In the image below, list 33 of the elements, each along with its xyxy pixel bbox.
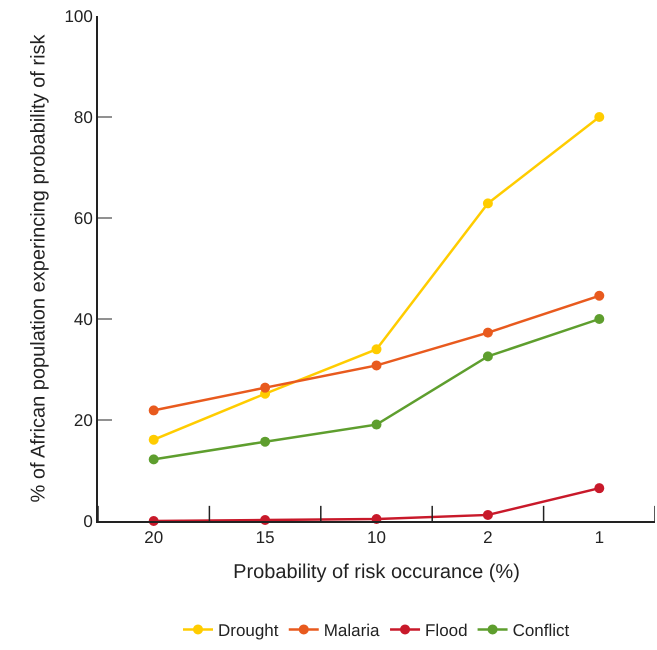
point: [594, 290, 604, 301]
y-axis-title: % of African population experincing probability of risk: [27, 33, 50, 503]
point: [260, 436, 270, 447]
legend-label: Flood: [425, 621, 468, 640]
y-tick-label: 60: [74, 208, 93, 228]
legend-label: Drought: [218, 621, 279, 640]
point: [482, 510, 493, 520]
x-tick-label: 2: [483, 528, 493, 548]
x-axis-title: Probability of risk occurance (%): [233, 561, 520, 584]
point: [594, 483, 604, 494]
point: [482, 328, 493, 338]
y-tick-label: 40: [74, 310, 93, 329]
x-tick-label: 10: [367, 528, 386, 548]
point: [372, 344, 382, 354]
legend-label: Malaria: [324, 621, 380, 640]
x-tick-label: 15: [256, 528, 275, 548]
y-tick-label: 80: [74, 108, 93, 127]
point: [260, 382, 270, 393]
point: [372, 360, 382, 370]
x-tick-label: 20: [144, 528, 164, 548]
point: [372, 420, 382, 430]
point: [148, 434, 159, 445]
point: [482, 351, 493, 362]
point: [594, 112, 604, 122]
point: [148, 454, 159, 464]
x-tick-label: 1: [594, 528, 604, 548]
y-tick-label: 20: [74, 410, 93, 430]
legend-label: Conflict: [512, 621, 570, 640]
point: [482, 198, 493, 208]
y-tick-label: 100: [64, 6, 93, 26]
y-tick-label: 0: [83, 512, 93, 531]
point: [148, 405, 159, 416]
point: [594, 314, 604, 324]
